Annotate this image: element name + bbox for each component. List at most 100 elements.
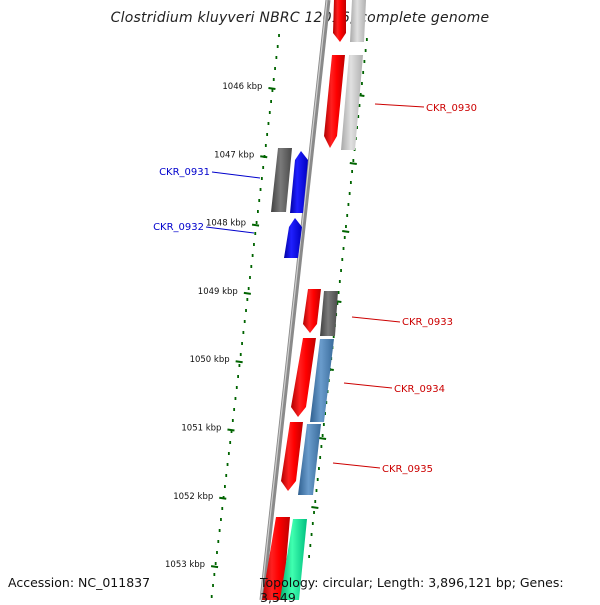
track-dot (351, 170, 354, 173)
track-dot (224, 485, 226, 488)
scale-tick-right (349, 162, 357, 165)
gene-arrow[interactable] (291, 338, 316, 417)
track-dot (311, 522, 314, 525)
scale-tick-right (311, 506, 319, 509)
gene-arrow[interactable] (320, 291, 338, 336)
track-dot (214, 562, 217, 565)
track-dot (266, 133, 269, 136)
track-dot (272, 78, 275, 81)
scale-tick (260, 155, 268, 159)
track-dot (212, 584, 214, 587)
track-dot (361, 82, 363, 85)
track-dot (234, 397, 237, 400)
gene-arrow[interactable] (303, 289, 321, 333)
gene-arrow[interactable] (281, 422, 303, 491)
track-dot (337, 291, 340, 294)
track-dot (250, 265, 253, 268)
map-title: Clostridium kluyveri NBRC 12016, complet… (110, 10, 490, 26)
track-dot (313, 511, 315, 514)
scale-tick-label: 1048 kbp (206, 219, 246, 229)
track-dot (268, 111, 271, 114)
scale-tick (227, 428, 235, 432)
scale-tick-label: 1049 kbp (198, 287, 238, 297)
track-dot (237, 375, 239, 378)
label-line-ckr-0931 (211, 171, 261, 179)
track-dot (216, 551, 218, 554)
gene-label-ckr-0933[interactable]: CKR_0933 (402, 317, 453, 328)
scale-tick-label: 1053 kbp (165, 560, 205, 570)
track-dot (267, 122, 270, 125)
gene-arrow[interactable] (271, 148, 292, 212)
track-dot (310, 533, 313, 536)
track-dot (347, 203, 350, 206)
track-dot (316, 478, 319, 481)
track-dot (264, 144, 267, 147)
gene-arrow[interactable] (290, 151, 308, 213)
track-dot (249, 276, 251, 279)
label-line-ckr-0930 (374, 103, 425, 108)
label-line-ckr-0932 (205, 226, 255, 234)
gene-arrow[interactable] (280, 519, 307, 600)
track-dot (213, 573, 216, 576)
track-dot (241, 342, 243, 345)
scale-tick-label: 1050 kbp (190, 355, 230, 365)
gene-arrow[interactable] (333, 0, 346, 42)
track-dot (257, 210, 259, 213)
track-dot (358, 104, 361, 107)
track-dot (220, 518, 222, 521)
track-dot (320, 445, 323, 448)
scale-tick (219, 496, 227, 500)
label-line-ckr-0935 (332, 462, 381, 469)
track-dot (309, 544, 312, 547)
scale-tick-label: 1046 kbp (222, 82, 262, 92)
track-dot (233, 408, 236, 411)
track-dot (346, 214, 349, 217)
accession-text: Accession: NC_011837 (8, 575, 151, 590)
track-dot (262, 166, 265, 169)
gene-arrow[interactable] (350, 0, 366, 42)
gene-arrow[interactable] (284, 218, 302, 258)
gene-arrow[interactable] (262, 517, 290, 600)
track-dot (276, 45, 279, 48)
track-dot (336, 302, 339, 305)
gene-arrow[interactable] (341, 55, 363, 150)
track-dot (324, 412, 326, 415)
track-dot (246, 298, 249, 301)
gene-arrow[interactable] (324, 55, 345, 148)
gene-labels: CKR_0930 CKR_0931 CKR_0932 CKR_0933 CKR_… (153, 103, 477, 475)
track-dot (365, 38, 368, 41)
track-dot (247, 287, 250, 290)
track-dot (217, 540, 220, 543)
track-dot (210, 595, 213, 598)
scale-tick-right (342, 230, 350, 233)
scale-tick-label: 1051 kbp (181, 424, 221, 434)
scale-ticks: 1046 kbp 1047 kbp 1048 kbp 1049 kbp 1050 kbp… (165, 82, 365, 570)
track-dot (258, 199, 261, 202)
track-dot (340, 269, 342, 272)
label-line-ckr-0933 (351, 316, 401, 323)
track-dot (364, 49, 367, 52)
track-dot (221, 507, 224, 510)
gene-label-ckr-0932[interactable]: CKR_0932 (153, 222, 204, 233)
track-dot (227, 452, 230, 455)
gene-label-ckr-0935[interactable]: CKR_0935 (382, 464, 433, 475)
track-dot (245, 309, 247, 312)
track-dot (230, 430, 233, 433)
scale-tick (243, 291, 251, 295)
track-dot (363, 60, 366, 63)
track-dot (356, 126, 358, 129)
gene-label-lines (205, 103, 425, 469)
gene-arrow[interactable] (298, 424, 321, 495)
track-dot (322, 423, 325, 426)
track-dot (259, 188, 262, 191)
track-dot (314, 500, 317, 503)
track-dot (345, 225, 347, 228)
scale-tick-label: 1052 kbp (173, 492, 213, 502)
gene-label-ckr-0931[interactable]: CKR_0931 (159, 167, 210, 178)
track-dot (231, 419, 234, 422)
gene-label-ckr-0930[interactable]: CKR_0930 (426, 103, 477, 114)
gene-arrow[interactable] (310, 339, 334, 422)
track-dot (218, 529, 221, 532)
gene-label-ckr-0934[interactable]: CKR_0934 (394, 384, 445, 395)
